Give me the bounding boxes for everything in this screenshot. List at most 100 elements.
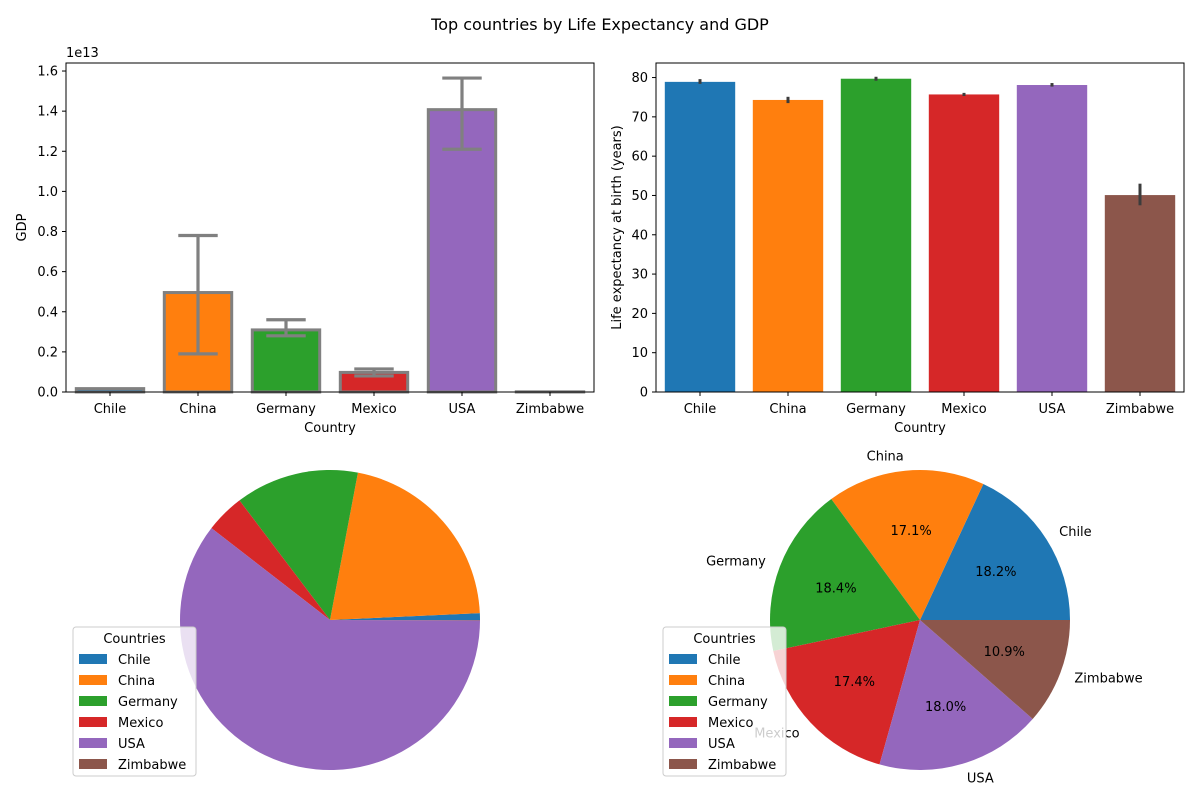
pie-slice-chile xyxy=(920,484,1070,620)
x-tick-label: USA xyxy=(449,402,476,417)
y-tick-label: 1.0 xyxy=(37,185,58,200)
x-tick-label: Zimbabwe xyxy=(1106,402,1174,417)
y-tick-label: 80 xyxy=(631,71,648,86)
legend-swatch-china xyxy=(79,675,107,685)
legend-title: Countries xyxy=(103,632,166,647)
pie-label: USA xyxy=(967,772,994,787)
pie-slice-germany xyxy=(769,499,920,652)
legend-label: Chile xyxy=(708,653,741,668)
legend-label: USA xyxy=(708,737,735,752)
pie-slice-mexico xyxy=(773,620,920,765)
legend-label: Germany xyxy=(708,695,768,710)
pie-label: China xyxy=(867,449,904,464)
x-tick-label: Chile xyxy=(684,402,717,417)
bar-germany xyxy=(250,328,322,394)
y-tick-label: 1.4 xyxy=(37,105,58,120)
pie-slice-china xyxy=(831,469,984,620)
pie-label: Germany xyxy=(706,555,766,570)
pie-label: Chile xyxy=(1059,525,1092,540)
legend-title: Countries xyxy=(693,632,756,647)
legend-swatch-zimbabwe xyxy=(669,759,697,769)
pie-pct-label: 17.1% xyxy=(890,524,931,539)
x-tick-label: Mexico xyxy=(351,402,396,417)
pie-slice-china xyxy=(330,472,480,620)
pie-slice-usa xyxy=(879,620,1033,770)
x-axis-label: Country xyxy=(304,421,356,436)
bar-chile xyxy=(664,81,736,393)
y-tick-label: 60 xyxy=(631,150,648,165)
y-tick-label: 30 xyxy=(631,268,648,283)
y-tick-label: 0.8 xyxy=(37,225,58,240)
offset-text: 1e13 xyxy=(66,46,99,61)
y-tick-label: 20 xyxy=(631,307,648,322)
y-tick-label: 0.4 xyxy=(37,305,58,320)
legend-swatch-germany xyxy=(669,696,697,706)
legend-swatch-chile xyxy=(669,654,697,664)
x-tick-label: Germany xyxy=(846,402,906,417)
y-tick-label: 50 xyxy=(631,189,648,204)
x-tick-label: China xyxy=(179,402,216,417)
y-tick-label: 1.2 xyxy=(37,145,58,160)
y-axis-label: GDP xyxy=(15,213,30,241)
bar-germany xyxy=(840,78,912,393)
pie-slice-usa xyxy=(180,528,480,770)
pie-pct-label: 10.9% xyxy=(984,645,1025,660)
life-expectancy-pie-chart: Chile 18.2% China 17.1% Germany 18.4% Mexico 17… xyxy=(662,449,1143,787)
x-axis-label: Country xyxy=(894,421,946,436)
pie-slice-germany xyxy=(239,470,358,620)
legend-swatch-chile xyxy=(79,654,107,664)
x-tick-label: Chile xyxy=(94,402,127,417)
x-tick-label: Mexico xyxy=(941,402,986,417)
pie-pct-label: 18.2% xyxy=(975,565,1016,580)
legend-label: Germany xyxy=(118,695,178,710)
pie-slice-mexico xyxy=(211,500,330,620)
legend-label: China xyxy=(118,674,155,689)
bar-china xyxy=(752,99,824,393)
plot-frame xyxy=(655,62,1185,393)
bar-usa xyxy=(1016,85,1088,392)
legend-swatch-zimbabwe xyxy=(79,759,107,769)
y-axis-label: Life expectancy at birth (years) xyxy=(610,125,625,330)
legend-swatch-usa xyxy=(79,738,107,748)
y-tick-label: 0.6 xyxy=(37,265,58,280)
x-tick-label: Germany xyxy=(256,402,316,417)
legend-label: Mexico xyxy=(708,716,753,731)
pie-pct-label: 18.4% xyxy=(815,581,856,596)
bar-mexico xyxy=(928,94,1000,392)
plot-frame xyxy=(65,62,595,393)
y-tick-label: 40 xyxy=(631,228,648,243)
bar-zimbabwe xyxy=(1104,195,1176,392)
legend-label: Zimbabwe xyxy=(708,758,776,773)
x-tick-label: China xyxy=(769,402,806,417)
x-tick-label: Zimbabwe xyxy=(516,402,584,417)
y-tick-label: 70 xyxy=(631,110,648,125)
gdp-pie-chart: Countries Chile China Germany Mexico USA Zimba… xyxy=(72,470,480,777)
pie-slice-chile xyxy=(330,613,480,620)
y-tick-label: 0.2 xyxy=(37,345,58,360)
pie-pct-label: 17.4% xyxy=(834,675,875,690)
legend-swatch-mexico xyxy=(79,717,107,727)
legend-label: Chile xyxy=(118,653,151,668)
legend-label: Zimbabwe xyxy=(118,758,186,773)
life-expectancy-bar-chart: 0 10 20 30 40 50 60 70 80 Chile China Germany Mexico… xyxy=(610,62,1185,436)
pie-label: Zimbabwe xyxy=(1074,672,1142,687)
figure-title: Top countries by Life Expectancy and GDP xyxy=(430,15,769,34)
legend-swatch-germany xyxy=(79,696,107,706)
y-tick-label: 1.6 xyxy=(37,65,58,80)
x-tick-label: USA xyxy=(1039,402,1066,417)
y-tick-label: 10 xyxy=(631,346,648,361)
bar-chile xyxy=(74,387,146,394)
legend-label: USA xyxy=(118,737,145,752)
pie-pct-label: 18.0% xyxy=(925,700,966,715)
y-tick-label: 0.0 xyxy=(37,386,58,401)
legend-label: China xyxy=(708,674,745,689)
gdp-bar-chart: 0.0 0.2 0.4 0.6 0.8 1.0 1.2 1.4 1.6 Chile China Ger… xyxy=(15,46,595,436)
legend-swatch-china xyxy=(669,675,697,685)
legend-swatch-usa xyxy=(669,738,697,748)
y-tick-label: 0 xyxy=(640,386,648,401)
legend-label: Mexico xyxy=(118,716,163,731)
pie-slice-zimbabwe xyxy=(920,620,1070,719)
legend-swatch-mexico xyxy=(669,717,697,727)
bar-usa xyxy=(426,108,498,394)
